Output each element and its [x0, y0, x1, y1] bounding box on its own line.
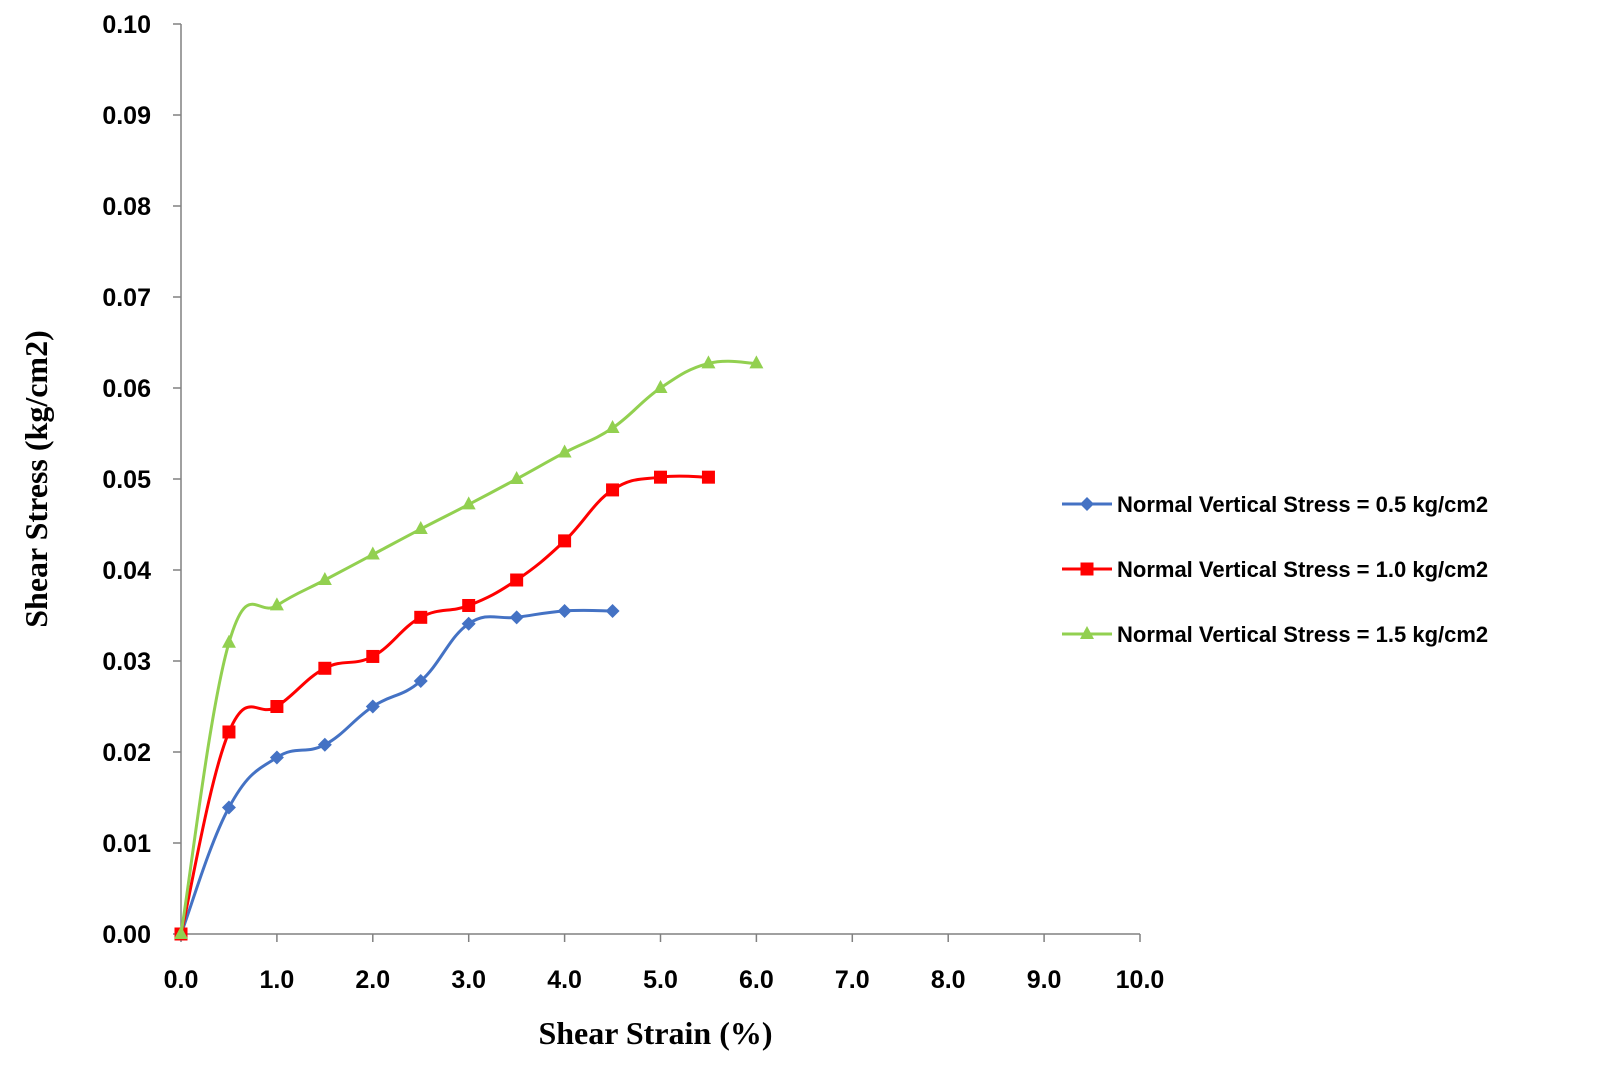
legend-label: Normal Vertical Stress = 1.0 kg/cm2: [1117, 557, 1488, 582]
legend: Normal Vertical Stress = 0.5 kg/cm2 Norma…: [1062, 492, 1488, 647]
legend-label: Normal Vertical Stress = 0.5 kg/cm2: [1117, 492, 1488, 517]
x-tick-label: 6.0: [739, 966, 774, 994]
series-2: [174, 470, 715, 941]
legend-item: Normal Vertical Stress = 0.5 kg/cm2: [1062, 492, 1488, 517]
series-1: [174, 603, 620, 941]
x-tick-label: 0.0: [164, 966, 199, 994]
data-point: [413, 520, 428, 534]
data-point: [654, 470, 667, 484]
data-point: [606, 483, 620, 497]
legend-marker: [1080, 625, 1094, 639]
data-point: [509, 470, 524, 484]
x-tick-label: 9.0: [1027, 966, 1062, 994]
x-tick-label: 1.0: [260, 966, 295, 994]
data-point: [317, 737, 332, 752]
y-axis-title: Shear Stress (kg/cm2): [18, 330, 54, 627]
data-point: [221, 800, 236, 815]
data-point: [222, 725, 236, 739]
x-tick-label: 3.0: [451, 966, 486, 994]
axes: [173, 23, 1141, 942]
data-point: [365, 546, 380, 560]
series-line: [179, 474, 710, 936]
y-tick-label: 0.02: [102, 739, 151, 767]
series-3: [174, 355, 764, 939]
y-tick-label: 0.01: [102, 830, 151, 858]
x-tick-label: 5.0: [643, 966, 678, 994]
legend-item: Normal Vertical Stress = 1.5 kg/cm2: [1062, 622, 1488, 647]
data-point: [269, 750, 284, 765]
data-point: [174, 925, 188, 939]
y-tick-label: 0.06: [102, 375, 151, 403]
y-tick-label: 0.00: [102, 921, 151, 949]
data-point: [365, 699, 380, 714]
y-tick-label: 0.05: [102, 466, 151, 494]
series-group: [174, 355, 764, 941]
data-point: [558, 534, 572, 548]
data-point: [557, 444, 572, 458]
data-point: [701, 470, 715, 484]
data-point: [414, 610, 428, 624]
data-point: [605, 603, 620, 618]
x-axis-title: Shear Strain (%): [538, 1015, 772, 1051]
data-point: [701, 355, 716, 369]
data-point: [461, 616, 476, 631]
x-tick-label: 2.0: [355, 966, 390, 994]
data-point: [269, 597, 284, 611]
x-tick-label: 10.0: [1116, 966, 1165, 994]
y-tick-label: 0.09: [102, 102, 151, 130]
data-point: [317, 571, 332, 585]
y-tick-label: 0.03: [102, 648, 151, 676]
tick-labels: 0.000.010.020.030.040.050.060.070.080.09…: [102, 11, 1164, 994]
data-point: [557, 603, 572, 618]
x-tick-label: 4.0: [547, 966, 582, 994]
data-point: [270, 700, 284, 713]
data-point: [318, 661, 332, 675]
data-point: [461, 496, 476, 510]
y-tick-label: 0.08: [102, 193, 151, 221]
data-point: [653, 379, 668, 393]
data-point: [510, 573, 524, 587]
data-point: [509, 610, 524, 625]
data-point: [413, 674, 428, 689]
x-tick-label: 8.0: [931, 966, 966, 994]
data-point: [221, 634, 236, 648]
data-point: [366, 649, 380, 663]
x-tick-label: 7.0: [835, 966, 870, 994]
legend-marker: [1080, 562, 1094, 576]
data-point: [605, 419, 620, 433]
legend-label: Normal Vertical Stress = 1.5 kg/cm2: [1117, 622, 1488, 647]
series-line: [179, 608, 615, 936]
data-point: [462, 598, 476, 612]
y-tick-label: 0.07: [102, 284, 151, 312]
y-tick-label: 0.10: [102, 11, 151, 39]
series-line: [179, 359, 758, 936]
data-point: [749, 355, 764, 369]
y-tick-label: 0.04: [102, 557, 151, 585]
legend-item: Normal Vertical Stress = 1.0 kg/cm2: [1062, 557, 1488, 582]
legend-marker: [1080, 497, 1094, 511]
